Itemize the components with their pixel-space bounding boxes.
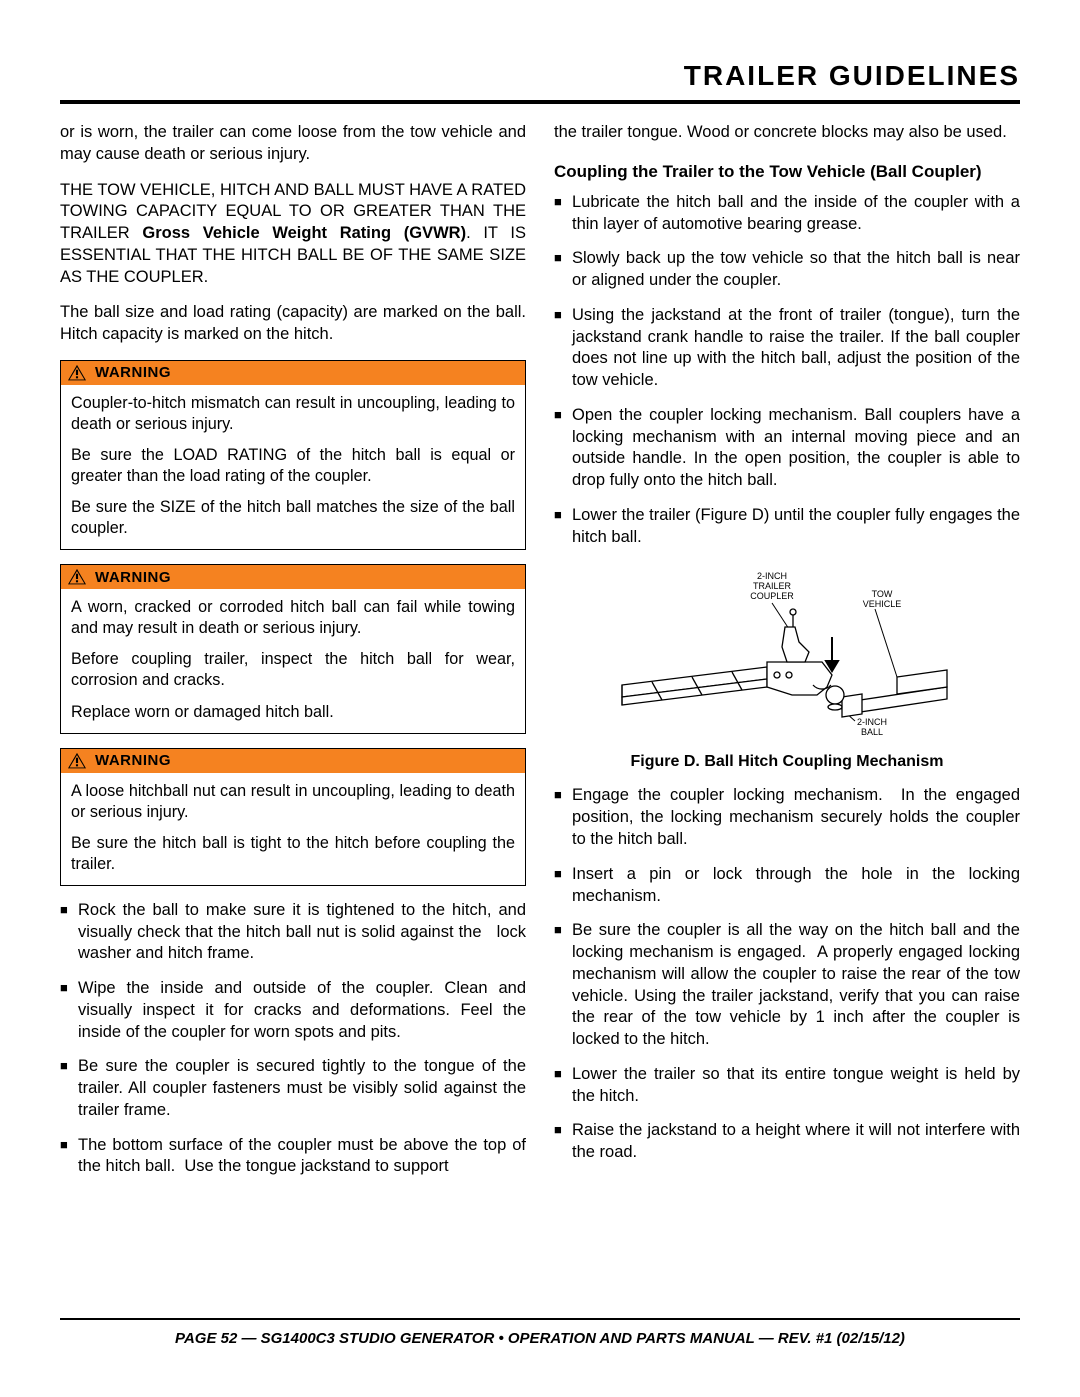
warning-box-2: WARNING A worn, cracked or corroded hitc… [60,564,526,733]
warning-label-3: WARNING [95,752,171,769]
header-title: TRAILER GUIDELINES [684,60,1020,91]
p2-bold: Gross Vehicle Weight Rating (GVWR) [142,224,466,242]
list-item: Lower the trailer so that its entire ton… [554,1064,1020,1108]
content-columns: or is worn, the trailer can come loose f… [60,122,1020,1191]
figure-caption: Figure D. Ball Hitch Coupling Mechanism [554,753,1020,771]
svg-text:2-INCH: 2-INCH [757,571,787,581]
list-item: The bottom surface of the coupler must b… [60,1135,526,1179]
svg-text:2-INCH: 2-INCH [857,717,887,727]
w3-p1: A loose hitchball nut can result in unco… [71,781,515,823]
warning-box-3: WARNING A loose hitchball nut can result… [60,748,526,886]
warning-box-1: WARNING Coupler-to-hitch mismatch can re… [60,360,526,550]
w3-p2: Be sure the hitch ball is tight to the h… [71,833,515,875]
w2-p1: A worn, cracked or corroded hitch ball c… [71,597,515,639]
left-para-2: THE TOW VEHICLE, HITCH AND BALL MUST HAV… [60,180,526,289]
list-item: Be sure the coupler is secured tightly t… [60,1056,526,1121]
left-para-3: The ball size and load rating (capacity)… [60,302,526,346]
warning-triangle-icon [67,568,87,586]
warning-header-1: WARNING [61,361,525,385]
svg-text:COUPLER: COUPLER [750,591,794,601]
warning-body-2: A worn, cracked or corroded hitch ball c… [61,589,525,732]
right-para-1: the trailer tongue. Wood or concrete blo… [554,122,1020,144]
left-bullets: Rock the ball to make sure it is tighten… [60,900,526,1191]
list-item: Rock the ball to make sure it is tighten… [60,900,526,965]
svg-text:TRAILER: TRAILER [753,581,792,591]
right-column: the trailer tongue. Wood or concrete blo… [554,122,1020,1191]
svg-text:VEHICLE: VEHICLE [863,599,902,609]
warning-label-2: WARNING [95,569,171,586]
warning-body-3: A loose hitchball nut can result in unco… [61,773,525,885]
list-item: Raise the jackstand to a height where it… [554,1120,1020,1164]
right-bullets-1: Lubricate the hitch ball and the inside … [554,192,1020,562]
warning-header-3: WARNING [61,749,525,773]
warning-header-2: WARNING [61,565,525,589]
list-item: Open the coupler locking mechanism. Ball… [554,405,1020,492]
list-item: Wipe the inside and outside of the coupl… [60,978,526,1043]
list-item: Slowly back up the tow vehicle so that t… [554,248,1020,292]
warning-body-1: Coupler-to-hitch mismatch can result in … [61,385,525,549]
list-item: Lubricate the hitch ball and the inside … [554,192,1020,236]
list-item: Insert a pin or lock through the hole in… [554,864,1020,908]
warning-label-1: WARNING [95,364,171,381]
warning-triangle-icon [67,752,87,770]
coupling-subhead: Coupling the Trailer to the Tow Vehicle … [554,162,1020,182]
list-item: Using the jackstand at the front of trai… [554,305,1020,392]
svg-text:TOW: TOW [872,589,893,599]
warning-triangle-icon [67,364,87,382]
footer-text: PAGE 52 — SG1400C3 STUDIO GENERATOR • OP… [175,1330,905,1347]
list-item: Lower the trailer (Figure D) until the c… [554,505,1020,549]
w2-p3: Replace worn or damaged hitch ball. [71,702,515,723]
list-item: Engage the coupler locking mechanism. In… [554,785,1020,850]
page-footer: PAGE 52 — SG1400C3 STUDIO GENERATOR • OP… [60,1318,1020,1347]
left-column: or is worn, the trailer can come loose f… [60,122,526,1191]
w1-p2: Be sure the LOAD RATING of the hitch bal… [71,445,515,487]
list-item: Be sure the coupler is all the way on th… [554,920,1020,1051]
ball-hitch-diagram-icon: 2-INCH TRAILER COUPLER TOW VEHICLE 2-INC… [617,567,957,742]
w2-p2: Before coupling trailer, inspect the hit… [71,649,515,691]
figure-d: 2-INCH TRAILER COUPLER TOW VEHICLE 2-INC… [554,567,1020,771]
svg-text:BALL: BALL [861,727,883,737]
w1-p3: Be sure the SIZE of the hitch ball match… [71,497,515,539]
page-header: TRAILER GUIDELINES [60,60,1020,104]
w1-p1: Coupler-to-hitch mismatch can result in … [71,393,515,435]
right-bullets-2: Engage the coupler locking mechanism. In… [554,785,1020,1176]
left-para-1: or is worn, the trailer can come loose f… [60,122,526,166]
